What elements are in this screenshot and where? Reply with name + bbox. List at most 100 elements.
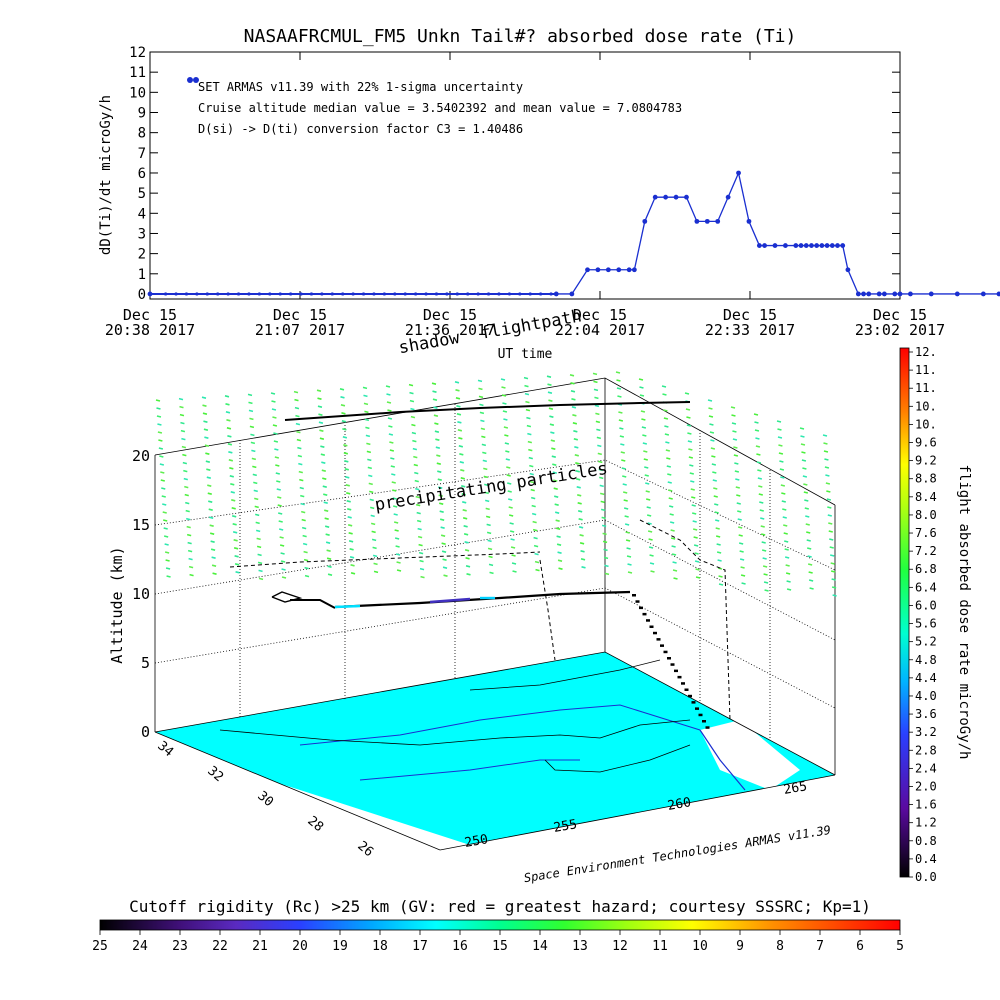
particle-mark bbox=[345, 484, 350, 487]
particle-mark bbox=[829, 546, 834, 549]
particle-mark bbox=[179, 405, 184, 409]
series-point bbox=[673, 194, 679, 200]
particle-mark bbox=[508, 514, 514, 517]
particle-mark bbox=[391, 473, 396, 476]
particle-mark bbox=[596, 436, 602, 440]
particle-mark bbox=[638, 378, 644, 381]
particle-mark bbox=[489, 571, 494, 575]
rigidity-tick-label: 16 bbox=[452, 939, 468, 954]
particle-mark bbox=[278, 528, 284, 531]
particle-mark bbox=[506, 466, 511, 469]
particle-mark bbox=[779, 468, 785, 471]
particle-mark bbox=[341, 420, 347, 423]
y-tick-label: 8 bbox=[138, 126, 146, 142]
series-point bbox=[631, 267, 637, 273]
altitude-tick-label: 0 bbox=[141, 723, 150, 741]
particle-mark bbox=[257, 561, 263, 565]
particle-mark bbox=[158, 447, 164, 450]
particle-mark bbox=[786, 580, 791, 583]
particle-mark bbox=[232, 523, 237, 526]
particle-mark bbox=[604, 572, 610, 576]
series-point bbox=[236, 292, 241, 296]
particle-mark bbox=[761, 549, 767, 552]
particle-mark bbox=[189, 573, 194, 577]
series-point bbox=[876, 291, 882, 297]
series-point bbox=[861, 291, 866, 297]
particle-mark bbox=[272, 416, 277, 419]
y-tick-label: 6 bbox=[138, 166, 146, 182]
series-point bbox=[497, 292, 501, 296]
series-point bbox=[840, 243, 846, 248]
particle-mark bbox=[302, 542, 308, 546]
particle-mark bbox=[281, 568, 286, 571]
particle-mark bbox=[420, 575, 425, 579]
map-border bbox=[359, 759, 580, 781]
particle-mark bbox=[347, 516, 352, 519]
particle-mark bbox=[736, 502, 741, 505]
particle-mark bbox=[759, 501, 764, 504]
particle-mark bbox=[737, 510, 742, 513]
particle-mark bbox=[301, 510, 306, 514]
colorbar-tick-label: 8.4 bbox=[915, 490, 937, 504]
particle-mark bbox=[234, 555, 239, 558]
particle-mark bbox=[231, 507, 236, 510]
particle-mark bbox=[276, 488, 281, 491]
particle-mark bbox=[508, 498, 513, 501]
particle-mark bbox=[645, 482, 650, 485]
particle-mark bbox=[579, 542, 585, 545]
particle-mark bbox=[211, 564, 217, 567]
particle-mark bbox=[253, 481, 258, 485]
particle-mark bbox=[252, 465, 257, 469]
particle-mark bbox=[577, 510, 583, 513]
series-point bbox=[528, 292, 532, 296]
particle-mark bbox=[707, 399, 713, 402]
particle-mark bbox=[781, 500, 786, 503]
particle-mark bbox=[626, 555, 632, 558]
particle-mark bbox=[822, 434, 828, 437]
descent-point bbox=[670, 663, 675, 666]
particle-mark bbox=[320, 453, 326, 456]
particle-mark bbox=[432, 398, 438, 401]
particle-mark bbox=[783, 532, 788, 535]
particle-mark bbox=[692, 520, 697, 523]
particle-mark bbox=[369, 498, 374, 502]
particle-mark bbox=[828, 522, 833, 525]
series-point bbox=[772, 243, 778, 248]
descent-point bbox=[702, 720, 706, 723]
particle-mark bbox=[229, 467, 234, 470]
particle-mark bbox=[664, 433, 670, 436]
particle-mark bbox=[388, 433, 394, 436]
descent-point bbox=[660, 644, 664, 647]
particle-mark bbox=[763, 573, 768, 576]
particle-mark bbox=[672, 569, 678, 572]
series-point bbox=[626, 267, 632, 273]
particle-mark bbox=[780, 484, 786, 487]
series-point bbox=[184, 292, 189, 296]
series-point bbox=[829, 243, 835, 248]
particle-mark bbox=[248, 401, 253, 405]
particle-mark bbox=[181, 445, 187, 449]
particle-mark bbox=[278, 520, 283, 523]
particle-mark bbox=[463, 525, 468, 528]
particle-mark bbox=[806, 539, 811, 542]
particle-mark bbox=[296, 438, 302, 442]
particle-mark bbox=[434, 430, 440, 433]
particle-mark bbox=[574, 454, 579, 457]
particle-mark bbox=[801, 459, 807, 462]
particle-mark bbox=[784, 540, 789, 543]
particle-mark bbox=[465, 565, 471, 568]
flightpath bbox=[334, 590, 631, 609]
particle-mark bbox=[532, 520, 537, 524]
particle-mark bbox=[649, 562, 655, 565]
particle-mark bbox=[297, 446, 302, 450]
particle-mark bbox=[480, 427, 486, 431]
particle-mark bbox=[596, 428, 601, 432]
particle-mark bbox=[418, 551, 424, 555]
particle-mark bbox=[442, 566, 448, 569]
particle-mark bbox=[255, 521, 260, 525]
particle-mark bbox=[501, 386, 506, 389]
particle-mark bbox=[548, 407, 554, 410]
particle-mark bbox=[249, 417, 254, 421]
particle-mark bbox=[211, 556, 216, 559]
